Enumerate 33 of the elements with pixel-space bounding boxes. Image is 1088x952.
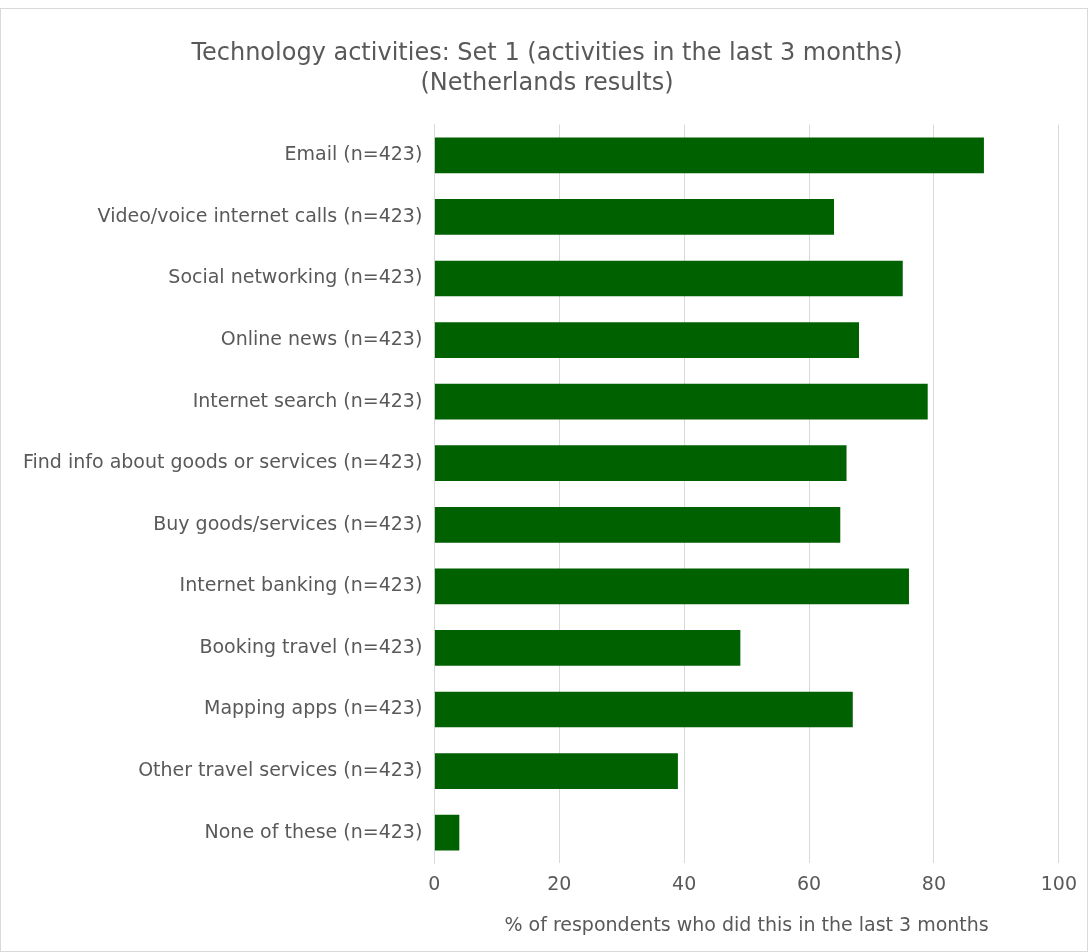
chart-subtitle: (Netherlands results)	[420, 68, 674, 97]
y-tick-label: None of these (n=423)	[204, 819, 423, 842]
y-tick-label: Internet banking (n=423)	[179, 573, 423, 596]
y-tick-label: Internet search (n=423)	[192, 388, 423, 411]
y-tick-label: Online news (n=423)	[220, 327, 423, 350]
x-tick-label: 100	[1040, 871, 1077, 894]
bar	[434, 814, 460, 851]
y-tick-label: Mapping apps (n=423)	[203, 696, 423, 719]
bar	[434, 506, 841, 543]
bar	[434, 630, 741, 666]
bar	[434, 260, 903, 297]
bar	[434, 691, 853, 728]
x-tick-label: 60	[796, 871, 822, 894]
y-tick-label: Other travel services (n=423)	[138, 757, 423, 780]
y-tick-label: Find info about goods or services (n=423)	[22, 450, 423, 473]
x-tick-label: 20	[547, 871, 572, 894]
bar	[434, 322, 860, 358]
x-tick-label: 40	[672, 871, 697, 894]
bar	[434, 137, 984, 174]
bar	[434, 445, 847, 482]
bar	[434, 383, 928, 420]
y-tick-label: Buy goods/services (n=423)	[153, 511, 423, 534]
x-tick-label: 0	[428, 871, 441, 894]
x-tick-label: 80	[921, 871, 947, 894]
bar	[434, 753, 678, 789]
y-tick-label: Booking travel (n=423)	[199, 634, 423, 657]
x-axis-title: % of respondents who did this in the last 3 months	[504, 912, 989, 935]
y-tick-label: Video/voice internet calls (n=423)	[97, 203, 423, 226]
y-tick-label: Email (n=423)	[284, 142, 423, 165]
chart-title: Technology activities: Set 1 (activities in the last 3 months)	[190, 37, 903, 66]
bar	[434, 199, 835, 235]
y-tick-label: Social networking (n=423)	[168, 265, 423, 288]
bar	[434, 568, 909, 605]
